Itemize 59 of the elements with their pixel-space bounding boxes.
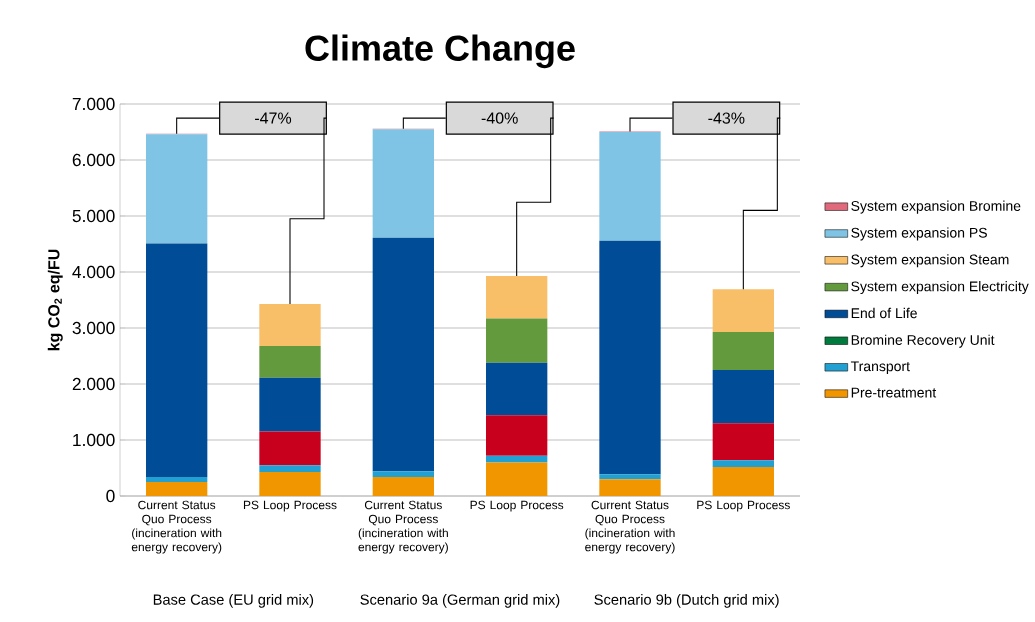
bar <box>599 479 661 496</box>
y-tick-label: 6.000 <box>72 153 115 167</box>
text: Base Case (EU grid mix) <box>153 594 314 608</box>
legend-label: System expansion Bromine <box>851 200 1021 214</box>
bar <box>599 132 661 241</box>
annotation: -43% <box>708 112 745 124</box>
chart-title: Climate Change <box>305 34 575 69</box>
bar <box>486 415 548 456</box>
bar <box>259 345 321 378</box>
bar <box>486 275 548 319</box>
legend-label: System expansion Steam <box>851 254 1009 268</box>
y-axis-title: kg CO$_{2}$ eq/FU <box>47 249 63 351</box>
bar <box>372 476 434 496</box>
bar <box>712 466 774 496</box>
bar <box>372 471 434 477</box>
bar <box>599 240 661 475</box>
y-tick-label: 0 <box>106 489 115 503</box>
y-tick-label: 7.000 <box>72 97 115 111</box>
bar <box>712 331 774 370</box>
bar <box>599 474 661 480</box>
bar <box>712 370 774 424</box>
bar <box>712 289 774 332</box>
bar <box>486 362 548 416</box>
y-tick-label: 5.000 <box>72 209 115 223</box>
y-tick-label: 2.000 <box>72 377 115 391</box>
y-tick-label: 1.000 <box>73 433 115 447</box>
bar <box>712 460 774 467</box>
y-tick-label: 3.000 <box>72 321 115 335</box>
bar <box>372 129 434 238</box>
legend-label: Bromine Recovery Unit <box>851 334 995 348</box>
bar <box>486 318 548 363</box>
x-tick-label: Current Status Quo Process (incineration with energy recovery) <box>358 500 448 554</box>
bar <box>259 377 321 432</box>
bar <box>146 134 208 244</box>
x-tick-label: PS Loop Process <box>697 500 790 512</box>
bar <box>712 423 774 461</box>
text: Scenario 9a (German grid mix) <box>360 594 560 608</box>
bar <box>259 471 321 496</box>
x-tick-label: PS Loop Process <box>470 500 564 512</box>
legend-label: Pre-treatment <box>851 387 937 398</box>
legend-label: System expansion Electricity <box>851 281 1029 295</box>
bar <box>259 303 321 346</box>
bar <box>146 243 208 477</box>
annotation: -47% <box>255 112 292 124</box>
annotation: -40% <box>481 112 518 124</box>
bar <box>146 482 208 496</box>
y-tick-label: 4.000 <box>72 265 115 279</box>
legend-label: System expansion PS <box>851 227 987 241</box>
legend-label: End of Life <box>851 307 917 319</box>
x-tick-label: Current Status Quo Process (incineration with energy recovery) <box>131 500 222 554</box>
bar <box>259 431 321 466</box>
bar <box>146 476 208 482</box>
legend-label: Transport <box>850 361 910 375</box>
x-tick-label: PS Loop Process <box>243 500 337 512</box>
x-tick-label: Current Status Quo Process (incineration with energy recovery) <box>585 500 675 554</box>
bar <box>259 465 321 472</box>
bar <box>486 462 548 496</box>
text: Scenario 9b (Dutch grid mix) <box>594 594 779 608</box>
bar <box>372 237 434 472</box>
